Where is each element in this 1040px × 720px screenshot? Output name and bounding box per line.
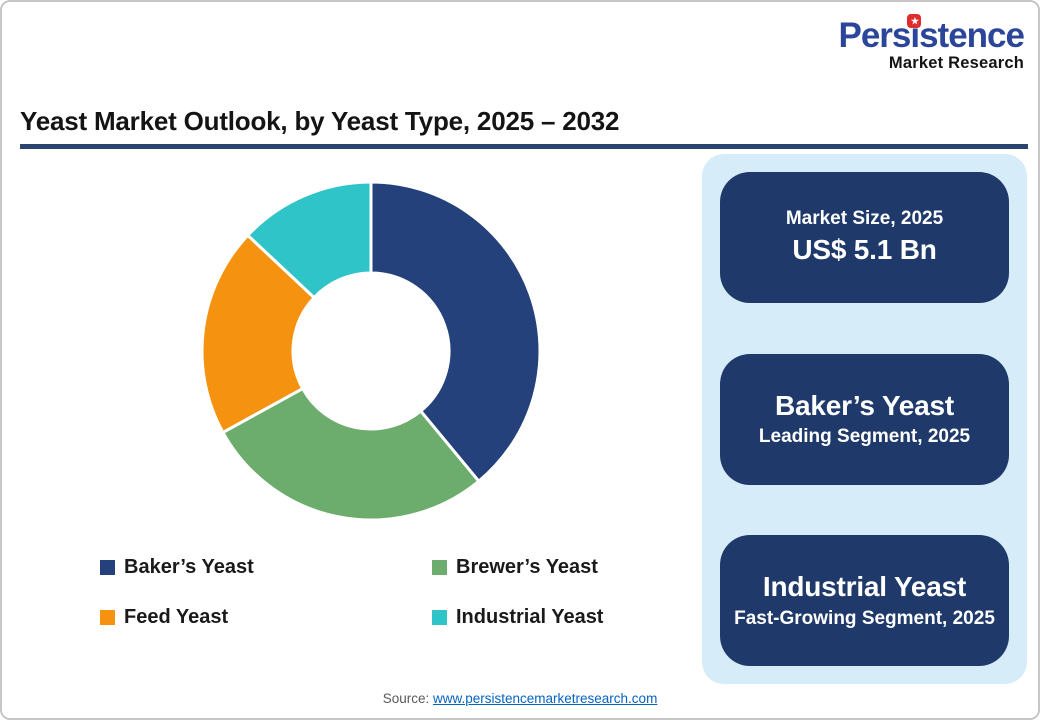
- legend-swatch-brewers-yeast: [432, 560, 447, 575]
- logo-tagline: Market Research: [888, 54, 1024, 72]
- legend-swatch-bakers-yeast: [100, 560, 115, 575]
- legend-label: Brewer’s Yeast: [456, 556, 598, 578]
- card-fast-growing-segment: Industrial Yeast Fast-Growing Segment, 2…: [720, 535, 1009, 666]
- legend-swatch-industrial-yeast: [432, 610, 447, 625]
- legend-item-bakers-yeast: Baker’s Yeast: [100, 556, 432, 579]
- page-title: Yeast Market Outlook, by Yeast Type, 202…: [20, 106, 620, 136]
- card-market-size-label: Market Size, 2025: [785, 208, 944, 230]
- card-leading-segment: Baker’s Yeast Leading Segment, 2025: [720, 353, 1009, 485]
- legend-item-feed-yeast: Feed Yeast: [100, 606, 432, 629]
- legend-label: Baker’s Yeast: [124, 556, 254, 578]
- source-link[interactable]: www.persistencemarketresearch.com: [432, 691, 658, 706]
- legend-label: Industrial Yeast: [456, 606, 604, 628]
- card-fast-growing-segment-label: Fast-Growing Segment, 2025: [734, 607, 995, 629]
- logo: Persistence ★ Market Research: [838, 14, 1025, 72]
- card-fast-growing-segment-name: Industrial Yeast: [762, 571, 967, 603]
- legend-label: Feed Yeast: [124, 606, 229, 628]
- logo-brand: Persistence ★: [838, 14, 1025, 55]
- card-leading-segment-label: Leading Segment, 2025: [758, 426, 971, 448]
- card-market-size-value: US$ 5.1 Bn: [792, 234, 937, 266]
- logo-brand-text: Persistence: [838, 16, 1025, 55]
- title-block: Yeast Market Outlook, by Yeast Type, 202…: [20, 106, 1028, 149]
- source-label: Source:: [382, 691, 430, 706]
- logo-star-icon: ★: [907, 14, 922, 28]
- donut-segment-baker-s-yeast: [369, 180, 542, 483]
- source-line: Source: www.persistencemarketresearch.co…: [2, 691, 1038, 706]
- legend-item-industrial-yeast: Industrial Yeast: [432, 606, 603, 629]
- donut-segment-industrial-yeast: [246, 180, 373, 300]
- donut-segment-feed-yeast: [200, 233, 316, 434]
- card-leading-segment-name: Baker’s Yeast: [774, 389, 955, 421]
- card-market-size: Market Size, 2025 US$ 5.1 Bn: [720, 172, 1009, 303]
- title-underline: [20, 144, 1028, 149]
- chart-legend: Baker’s Yeast Brewer’s Yeast Feed Yeast …: [100, 556, 603, 629]
- legend-item-brewers-yeast: Brewer’s Yeast: [432, 556, 603, 579]
- info-panel: Market Size, 2025 US$ 5.1 Bn Baker’s Yea…: [702, 154, 1027, 684]
- legend-swatch-feed-yeast: [100, 610, 115, 625]
- donut-chart: [200, 180, 542, 522]
- donut-segment-brewer-s-yeast: [221, 387, 481, 522]
